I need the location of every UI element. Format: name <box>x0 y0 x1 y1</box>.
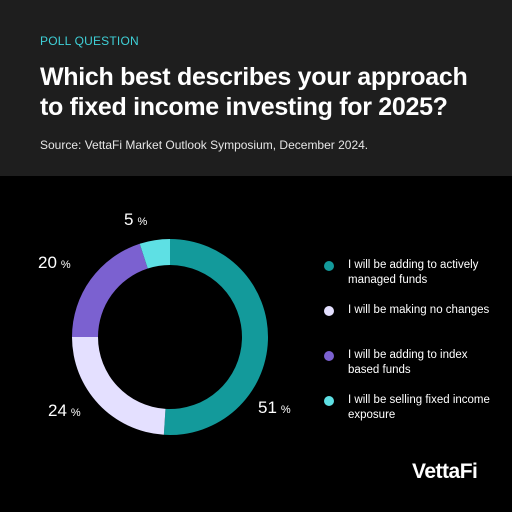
chart-legend: I will be adding to actively managed fun… <box>324 258 504 438</box>
legend-item: I will be selling fixed income exposure <box>324 393 504 438</box>
legend-label: I will be adding to index based funds <box>348 349 468 376</box>
vettafi-logo: VettaFi <box>412 460 478 483</box>
legend-item: I will be adding to actively managed fun… <box>324 258 504 303</box>
source-note: Source: VettaFi Market Outlook Symposium… <box>40 138 369 152</box>
slice-value-label: 20% <box>38 253 71 272</box>
header: POLL QUESTION Which best describes your … <box>0 0 512 176</box>
legend-item: I will be adding to index based funds <box>324 348 504 393</box>
slice-value-label: 5% <box>124 210 147 229</box>
donut-slice <box>72 337 166 435</box>
eyebrow-label: POLL QUESTION <box>40 34 139 48</box>
legend-label: I will be selling fixed income exposure <box>348 394 490 421</box>
donut-slice <box>139 239 170 269</box>
slice-value-label: 24% <box>48 401 81 420</box>
legend-swatch <box>324 351 334 361</box>
legend-swatch <box>324 261 334 271</box>
page-title: Which best describes your approach to fi… <box>40 63 468 121</box>
legend-label: I will be adding to actively managed fun… <box>348 259 479 286</box>
donut-slice <box>72 243 148 337</box>
legend-label: I will be making no changes <box>348 304 490 316</box>
donut-slice <box>163 239 269 436</box>
legend-item: I will be making no changes <box>324 303 504 348</box>
legend-swatch <box>324 396 334 406</box>
legend-swatch <box>324 306 334 316</box>
slice-value-label: 51% <box>258 398 291 417</box>
